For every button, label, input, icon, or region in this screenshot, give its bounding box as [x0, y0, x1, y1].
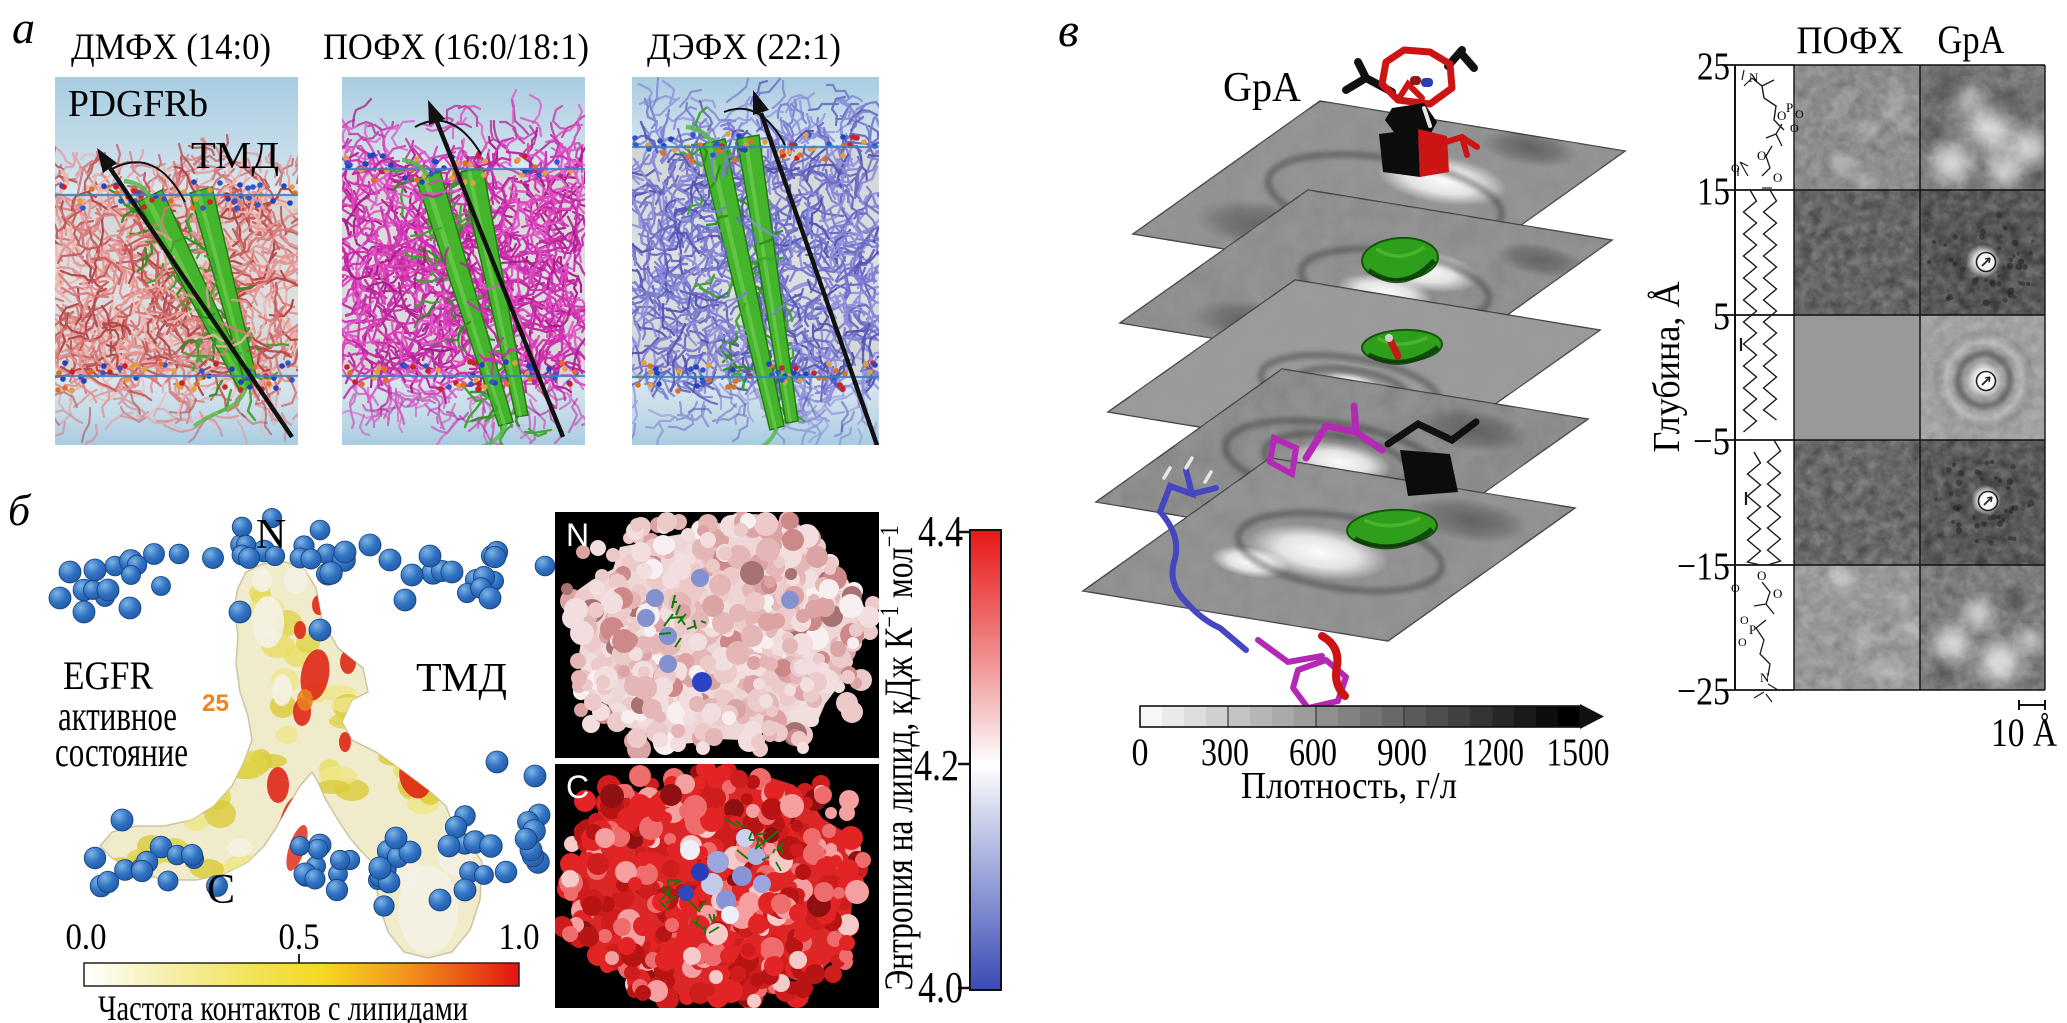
svg-text:10 Å: 10 Å: [1991, 710, 2057, 755]
svg-text:ТМД: ТМД: [191, 135, 279, 177]
svg-text:GpA: GpA: [1223, 65, 1302, 111]
svg-text:Плотность, г/л: Плотность, г/л: [1241, 765, 1457, 807]
svg-text:ПОФХ (16:0/18:1): ПОФХ (16:0/18:1): [323, 27, 589, 68]
svg-text:ДМФХ (14:0): ДМФХ (14:0): [71, 27, 271, 68]
svg-text:0.5: 0.5: [279, 917, 320, 958]
svg-text:0.0: 0.0: [66, 917, 107, 958]
svg-text:в: в: [1058, 4, 1079, 57]
svg-text:O: O: [1740, 613, 1749, 627]
svg-text:PDGFRb: PDGFRb: [68, 83, 208, 125]
svg-text:O: O: [1731, 161, 1740, 175]
svg-text:O: O: [1757, 568, 1766, 583]
svg-text:5: 5: [1713, 295, 1730, 338]
svg-text:GpA: GpA: [1938, 17, 2005, 62]
svg-text:C: C: [207, 867, 235, 913]
svg-text:0: 0: [1132, 731, 1149, 774]
svg-text:−25: −25: [1677, 670, 1730, 713]
svg-text:EGFR: EGFR: [63, 653, 153, 698]
svg-text:1200: 1200: [1462, 731, 1524, 774]
svg-text:4.0: 4.0: [918, 963, 963, 1012]
svg-text:O: O: [1790, 121, 1799, 135]
svg-text:1500: 1500: [1547, 731, 1610, 774]
svg-text:900: 900: [1377, 731, 1427, 774]
svg-text:N: N: [256, 512, 286, 558]
svg-text:25: 25: [202, 690, 229, 717]
svg-text:a: a: [12, 2, 35, 53]
svg-text:4.2: 4.2: [914, 741, 959, 790]
svg-text:600: 600: [1289, 731, 1337, 774]
svg-text:25: 25: [1697, 45, 1730, 88]
svg-text:ТМД: ТМД: [416, 654, 507, 700]
svg-text:P: P: [1749, 622, 1756, 637]
svg-text:N: N: [1749, 70, 1759, 85]
svg-text:−15: −15: [1677, 545, 1730, 588]
svg-text:O: O: [1777, 108, 1786, 123]
svg-text:1.0: 1.0: [499, 917, 540, 958]
svg-text:активное: активное: [58, 694, 177, 740]
svg-text:ДЭФХ (22:1): ДЭФХ (22:1): [647, 27, 841, 68]
svg-text:O: O: [1757, 148, 1766, 163]
svg-text:P: P: [1786, 100, 1793, 115]
svg-text:4.4: 4.4: [918, 507, 963, 556]
svg-text:б: б: [8, 486, 32, 535]
svg-text:O: O: [1773, 170, 1782, 185]
svg-text:ПОФХ: ПОФХ: [1797, 19, 1904, 62]
svg-text:O: O: [1773, 586, 1782, 601]
svg-text:15: 15: [1697, 170, 1730, 213]
svg-text:Частота контактов с липидами: Частота контактов с липидами: [98, 988, 468, 1023]
svg-text:Глубина, Å: Глубина, Å: [1646, 281, 1688, 453]
svg-text:300: 300: [1201, 731, 1249, 774]
svg-text:состояние: состояние: [55, 730, 188, 776]
svg-text:O: O: [1795, 107, 1804, 121]
svg-text:O: O: [1738, 635, 1747, 649]
svg-text:N: N: [566, 517, 589, 553]
svg-text:O: O: [1731, 581, 1740, 595]
svg-text:N: N: [1760, 670, 1770, 685]
svg-text:Энтропия на липид, кДж К−1 мол: Энтропия на липид, кДж К−1 мол−1: [875, 526, 921, 991]
svg-text:−5: −5: [1693, 420, 1730, 463]
svg-text:C: C: [566, 769, 589, 805]
